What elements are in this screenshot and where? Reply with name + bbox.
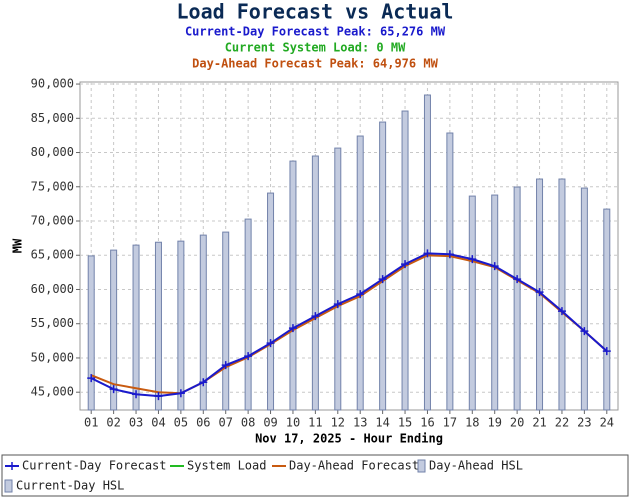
legend-label: Current-Day HSL (16, 479, 124, 493)
x-tick-label: 02 (106, 416, 120, 430)
y-tick-label: 50,000 (31, 350, 74, 364)
x-tick-label: 03 (129, 416, 143, 430)
bar (334, 147, 342, 411)
bar (379, 121, 387, 411)
marker (109, 385, 118, 394)
bar (289, 160, 297, 411)
legend-swatch (417, 459, 426, 473)
legend-label: System Load (187, 459, 266, 473)
legend-swatch (4, 479, 13, 493)
bar (558, 178, 566, 411)
x-tick-label: 10 (286, 416, 300, 430)
bar (267, 192, 275, 411)
x-tick-label: 04 (151, 416, 165, 430)
bar (491, 194, 499, 411)
x-tick-label: 24 (600, 416, 614, 430)
y-tick-label: 60,000 (31, 282, 74, 296)
bar (132, 244, 140, 411)
x-tick-label: 19 (487, 416, 501, 430)
subtitle: Current System Load: 0 MW (225, 41, 406, 55)
legend-box (1, 454, 629, 497)
x-tick-label: 16 (420, 416, 434, 430)
marker (288, 324, 297, 333)
x-tick-label: 12 (331, 416, 345, 430)
marker (445, 250, 454, 259)
marker (221, 361, 230, 370)
bar (580, 187, 588, 411)
marker (378, 275, 387, 284)
x-tick-label: 23 (577, 416, 591, 430)
y-tick-label: 45,000 (31, 385, 74, 399)
marker (311, 312, 320, 321)
y-axis-label: MW (11, 238, 25, 253)
chart-title: Load Forecast vs Actual (177, 0, 454, 24)
marker (513, 275, 522, 284)
x-tick-label: 07 (218, 416, 232, 430)
legend-label: Day-Ahead Forecast (289, 459, 419, 473)
x-tick-label: 21 (532, 416, 546, 430)
x-tick-label: 20 (510, 416, 524, 430)
marker (132, 390, 141, 399)
bar (154, 241, 162, 411)
bar (177, 240, 185, 411)
marker (468, 255, 477, 264)
y-tick-label: 65,000 (31, 248, 74, 262)
marker (356, 290, 365, 299)
bar (468, 195, 476, 411)
y-tick-label: 80,000 (31, 145, 74, 159)
marker (580, 327, 589, 336)
marker (244, 352, 253, 361)
x-tick-label: 13 (353, 416, 367, 430)
legend-label: Current-Day Forecast (22, 459, 167, 473)
marker (333, 300, 342, 309)
x-tick-label: 14 (375, 416, 389, 430)
x-tick-label: 05 (174, 416, 188, 430)
subtitle: Current-Day Forecast Peak: 65,276 MW (185, 25, 446, 39)
marker (490, 262, 499, 271)
bar (87, 255, 95, 411)
x-tick-label: 08 (241, 416, 255, 430)
y-tick-label: 70,000 (31, 214, 74, 228)
marker (401, 260, 410, 269)
x-tick-label: 22 (555, 416, 569, 430)
x-tick-label: 11 (308, 416, 322, 430)
y-tick-label: 75,000 (31, 179, 74, 193)
y-tick-label: 55,000 (31, 316, 74, 330)
x-tick-label: 06 (196, 416, 210, 430)
bar (222, 231, 230, 411)
x-axis-label: Nov 17, 2025 - Hour Ending (255, 432, 443, 446)
bar (356, 135, 364, 411)
bar (603, 208, 611, 411)
plot-area (79, 81, 619, 411)
marker (266, 339, 275, 348)
legend-label: Day-Ahead HSL (429, 459, 523, 473)
bar (446, 132, 454, 411)
x-tick-label: 01 (84, 416, 98, 430)
marker (557, 307, 566, 316)
bar (110, 249, 118, 411)
marker (154, 392, 163, 401)
x-tick-label: 18 (465, 416, 479, 430)
bar (244, 218, 252, 411)
bar (311, 155, 319, 411)
x-tick-label: 09 (263, 416, 277, 430)
subtitle: Day-Ahead Forecast Peak: 64,976 MW (192, 57, 438, 71)
marker (602, 347, 611, 356)
y-tick-label: 85,000 (31, 111, 74, 125)
bar (199, 234, 207, 411)
marker (423, 249, 432, 258)
marker (87, 374, 96, 383)
x-tick-label: 15 (398, 416, 412, 430)
marker (199, 378, 208, 387)
marker (176, 389, 185, 398)
x-tick-label: 17 (443, 416, 457, 430)
bar (513, 186, 521, 411)
y-tick-label: 90,000 (31, 77, 74, 91)
marker (535, 288, 544, 297)
